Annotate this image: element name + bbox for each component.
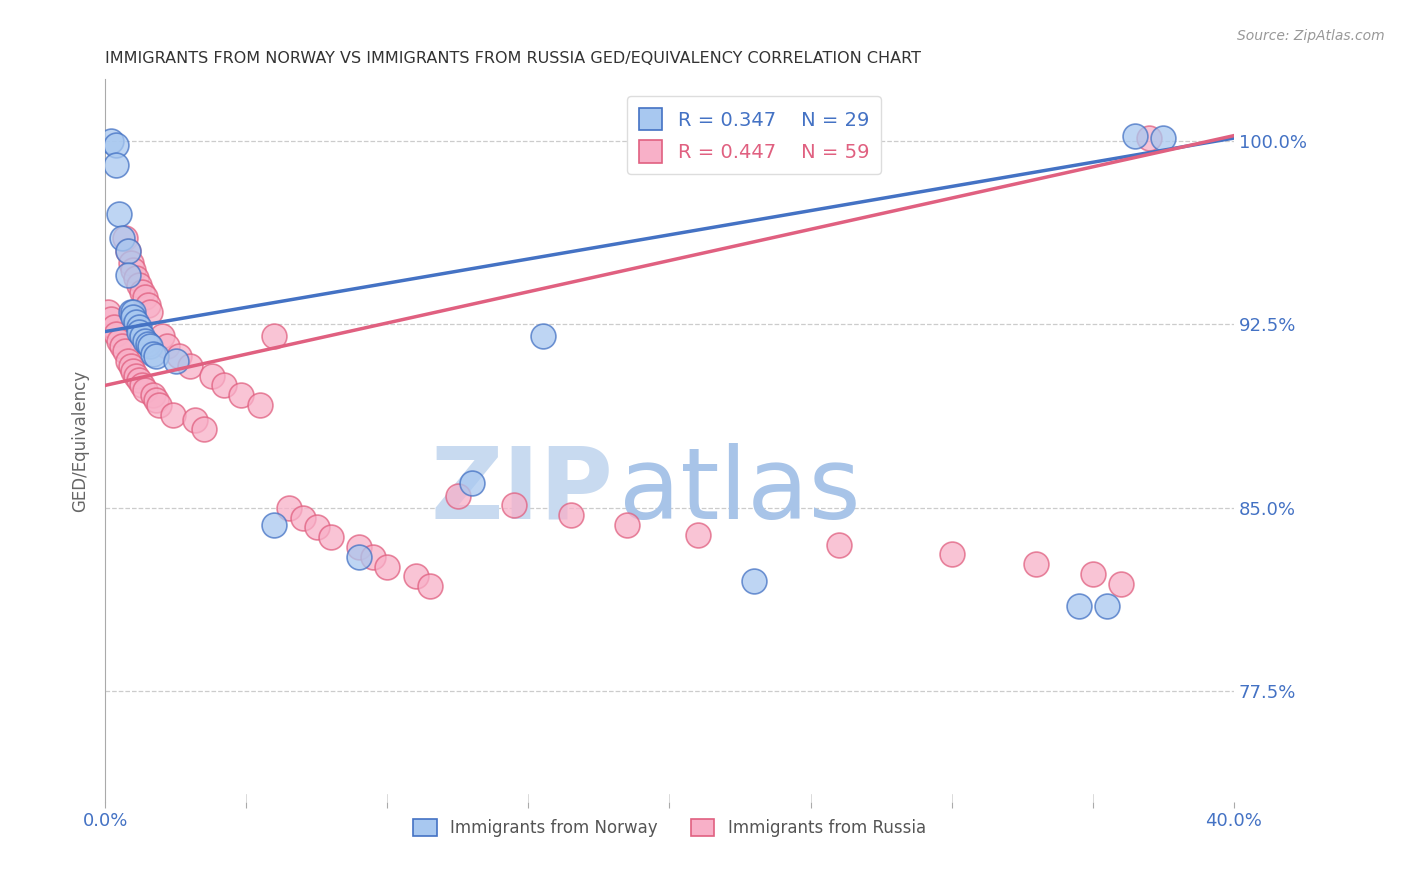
Point xyxy=(100,134,122,148)
Point xyxy=(361,549,384,564)
Point xyxy=(167,349,190,363)
Point xyxy=(134,384,156,398)
Point xyxy=(1067,599,1090,613)
Point xyxy=(145,393,167,408)
Point xyxy=(136,297,159,311)
Point xyxy=(142,346,165,360)
Point xyxy=(145,349,167,363)
Point xyxy=(1152,131,1174,145)
Point xyxy=(179,359,201,373)
Point xyxy=(1137,131,1160,145)
Point xyxy=(212,378,235,392)
Point xyxy=(1081,566,1104,581)
Point xyxy=(347,540,370,554)
Point xyxy=(111,231,134,245)
Point xyxy=(100,312,122,326)
Point xyxy=(941,547,963,561)
Point xyxy=(122,364,145,378)
Point xyxy=(686,527,709,541)
Point xyxy=(103,319,125,334)
Point xyxy=(108,207,131,221)
Point xyxy=(120,305,142,319)
Point xyxy=(120,256,142,270)
Point xyxy=(1025,557,1047,571)
Point xyxy=(122,305,145,319)
Point xyxy=(461,476,484,491)
Point xyxy=(139,305,162,319)
Point xyxy=(184,412,207,426)
Point xyxy=(319,530,342,544)
Point xyxy=(117,268,139,283)
Point xyxy=(128,278,150,293)
Point xyxy=(165,354,187,368)
Point xyxy=(97,305,120,319)
Point xyxy=(131,378,153,392)
Point xyxy=(1109,576,1132,591)
Point xyxy=(229,388,252,402)
Point xyxy=(201,368,224,383)
Point xyxy=(419,579,441,593)
Point xyxy=(105,138,128,153)
Point xyxy=(117,354,139,368)
Point xyxy=(616,517,638,532)
Point xyxy=(139,339,162,353)
Point xyxy=(131,329,153,343)
Point xyxy=(305,520,328,534)
Text: Source: ZipAtlas.com: Source: ZipAtlas.com xyxy=(1237,29,1385,43)
Point xyxy=(117,244,139,258)
Point xyxy=(263,329,285,343)
Point xyxy=(447,489,470,503)
Point xyxy=(291,510,314,524)
Point xyxy=(347,549,370,564)
Point xyxy=(108,334,131,349)
Point xyxy=(134,290,156,304)
Point xyxy=(503,499,526,513)
Point xyxy=(828,537,851,551)
Point xyxy=(162,408,184,422)
Point xyxy=(156,339,179,353)
Point xyxy=(405,569,427,583)
Point xyxy=(128,374,150,388)
Point xyxy=(131,285,153,300)
Point xyxy=(249,398,271,412)
Point xyxy=(111,339,134,353)
Point xyxy=(128,319,150,334)
Point xyxy=(114,344,136,359)
Text: atlas: atlas xyxy=(619,442,860,540)
Point xyxy=(263,517,285,532)
Y-axis label: GED/Equivalency: GED/Equivalency xyxy=(72,369,89,511)
Point xyxy=(125,315,148,329)
Point xyxy=(193,422,215,436)
Point xyxy=(134,334,156,349)
Point xyxy=(105,326,128,341)
Point xyxy=(150,329,173,343)
Point xyxy=(1095,599,1118,613)
Point xyxy=(142,388,165,402)
Point xyxy=(277,500,299,515)
Point xyxy=(125,270,148,285)
Point xyxy=(148,398,170,412)
Point xyxy=(560,508,582,523)
Text: ZIP: ZIP xyxy=(430,442,613,540)
Point xyxy=(1123,128,1146,143)
Point xyxy=(105,158,128,172)
Point xyxy=(122,263,145,277)
Point xyxy=(125,368,148,383)
Point xyxy=(377,559,399,574)
Point xyxy=(117,244,139,258)
Point xyxy=(122,310,145,324)
Point xyxy=(120,359,142,373)
Text: IMMIGRANTS FROM NORWAY VS IMMIGRANTS FROM RUSSIA GED/EQUIVALENCY CORRELATION CHA: IMMIGRANTS FROM NORWAY VS IMMIGRANTS FRO… xyxy=(105,51,921,66)
Legend: Immigrants from Norway, Immigrants from Russia: Immigrants from Norway, Immigrants from … xyxy=(406,813,932,844)
Point xyxy=(114,231,136,245)
Point xyxy=(742,574,765,589)
Point xyxy=(128,325,150,339)
Point xyxy=(531,329,554,343)
Point xyxy=(136,336,159,351)
